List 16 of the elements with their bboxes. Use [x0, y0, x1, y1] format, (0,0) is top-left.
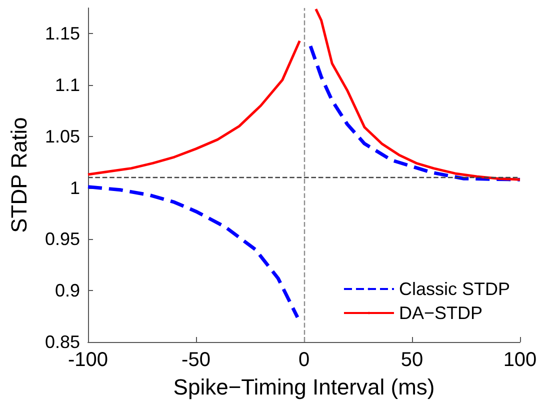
x-axis-title: Spike−Timing Interval (ms) [173, 374, 435, 400]
legend-label: Classic STDP [398, 279, 510, 299]
x-tick-label: -50 [182, 349, 210, 371]
y-tick-label: 1.1 [54, 75, 80, 96]
y-tick-label: 1.05 [44, 126, 80, 146]
x-tick-label: 100 [503, 349, 537, 371]
x-tick-label: -100 [68, 349, 108, 371]
x-tick-label: 0 [298, 349, 310, 371]
y-tick-label: 1.15 [44, 24, 80, 44]
y-tick-label: 1 [70, 178, 80, 198]
y-tick-label: 0.95 [44, 229, 80, 250]
y-axis-title: STDP Ratio [6, 117, 32, 233]
legend-label: DA−STDP [398, 303, 483, 323]
y-tick-label: 0.9 [54, 280, 80, 301]
x-tick-label: 50 [400, 349, 424, 371]
y-tick-label: 0.85 [44, 332, 80, 352]
